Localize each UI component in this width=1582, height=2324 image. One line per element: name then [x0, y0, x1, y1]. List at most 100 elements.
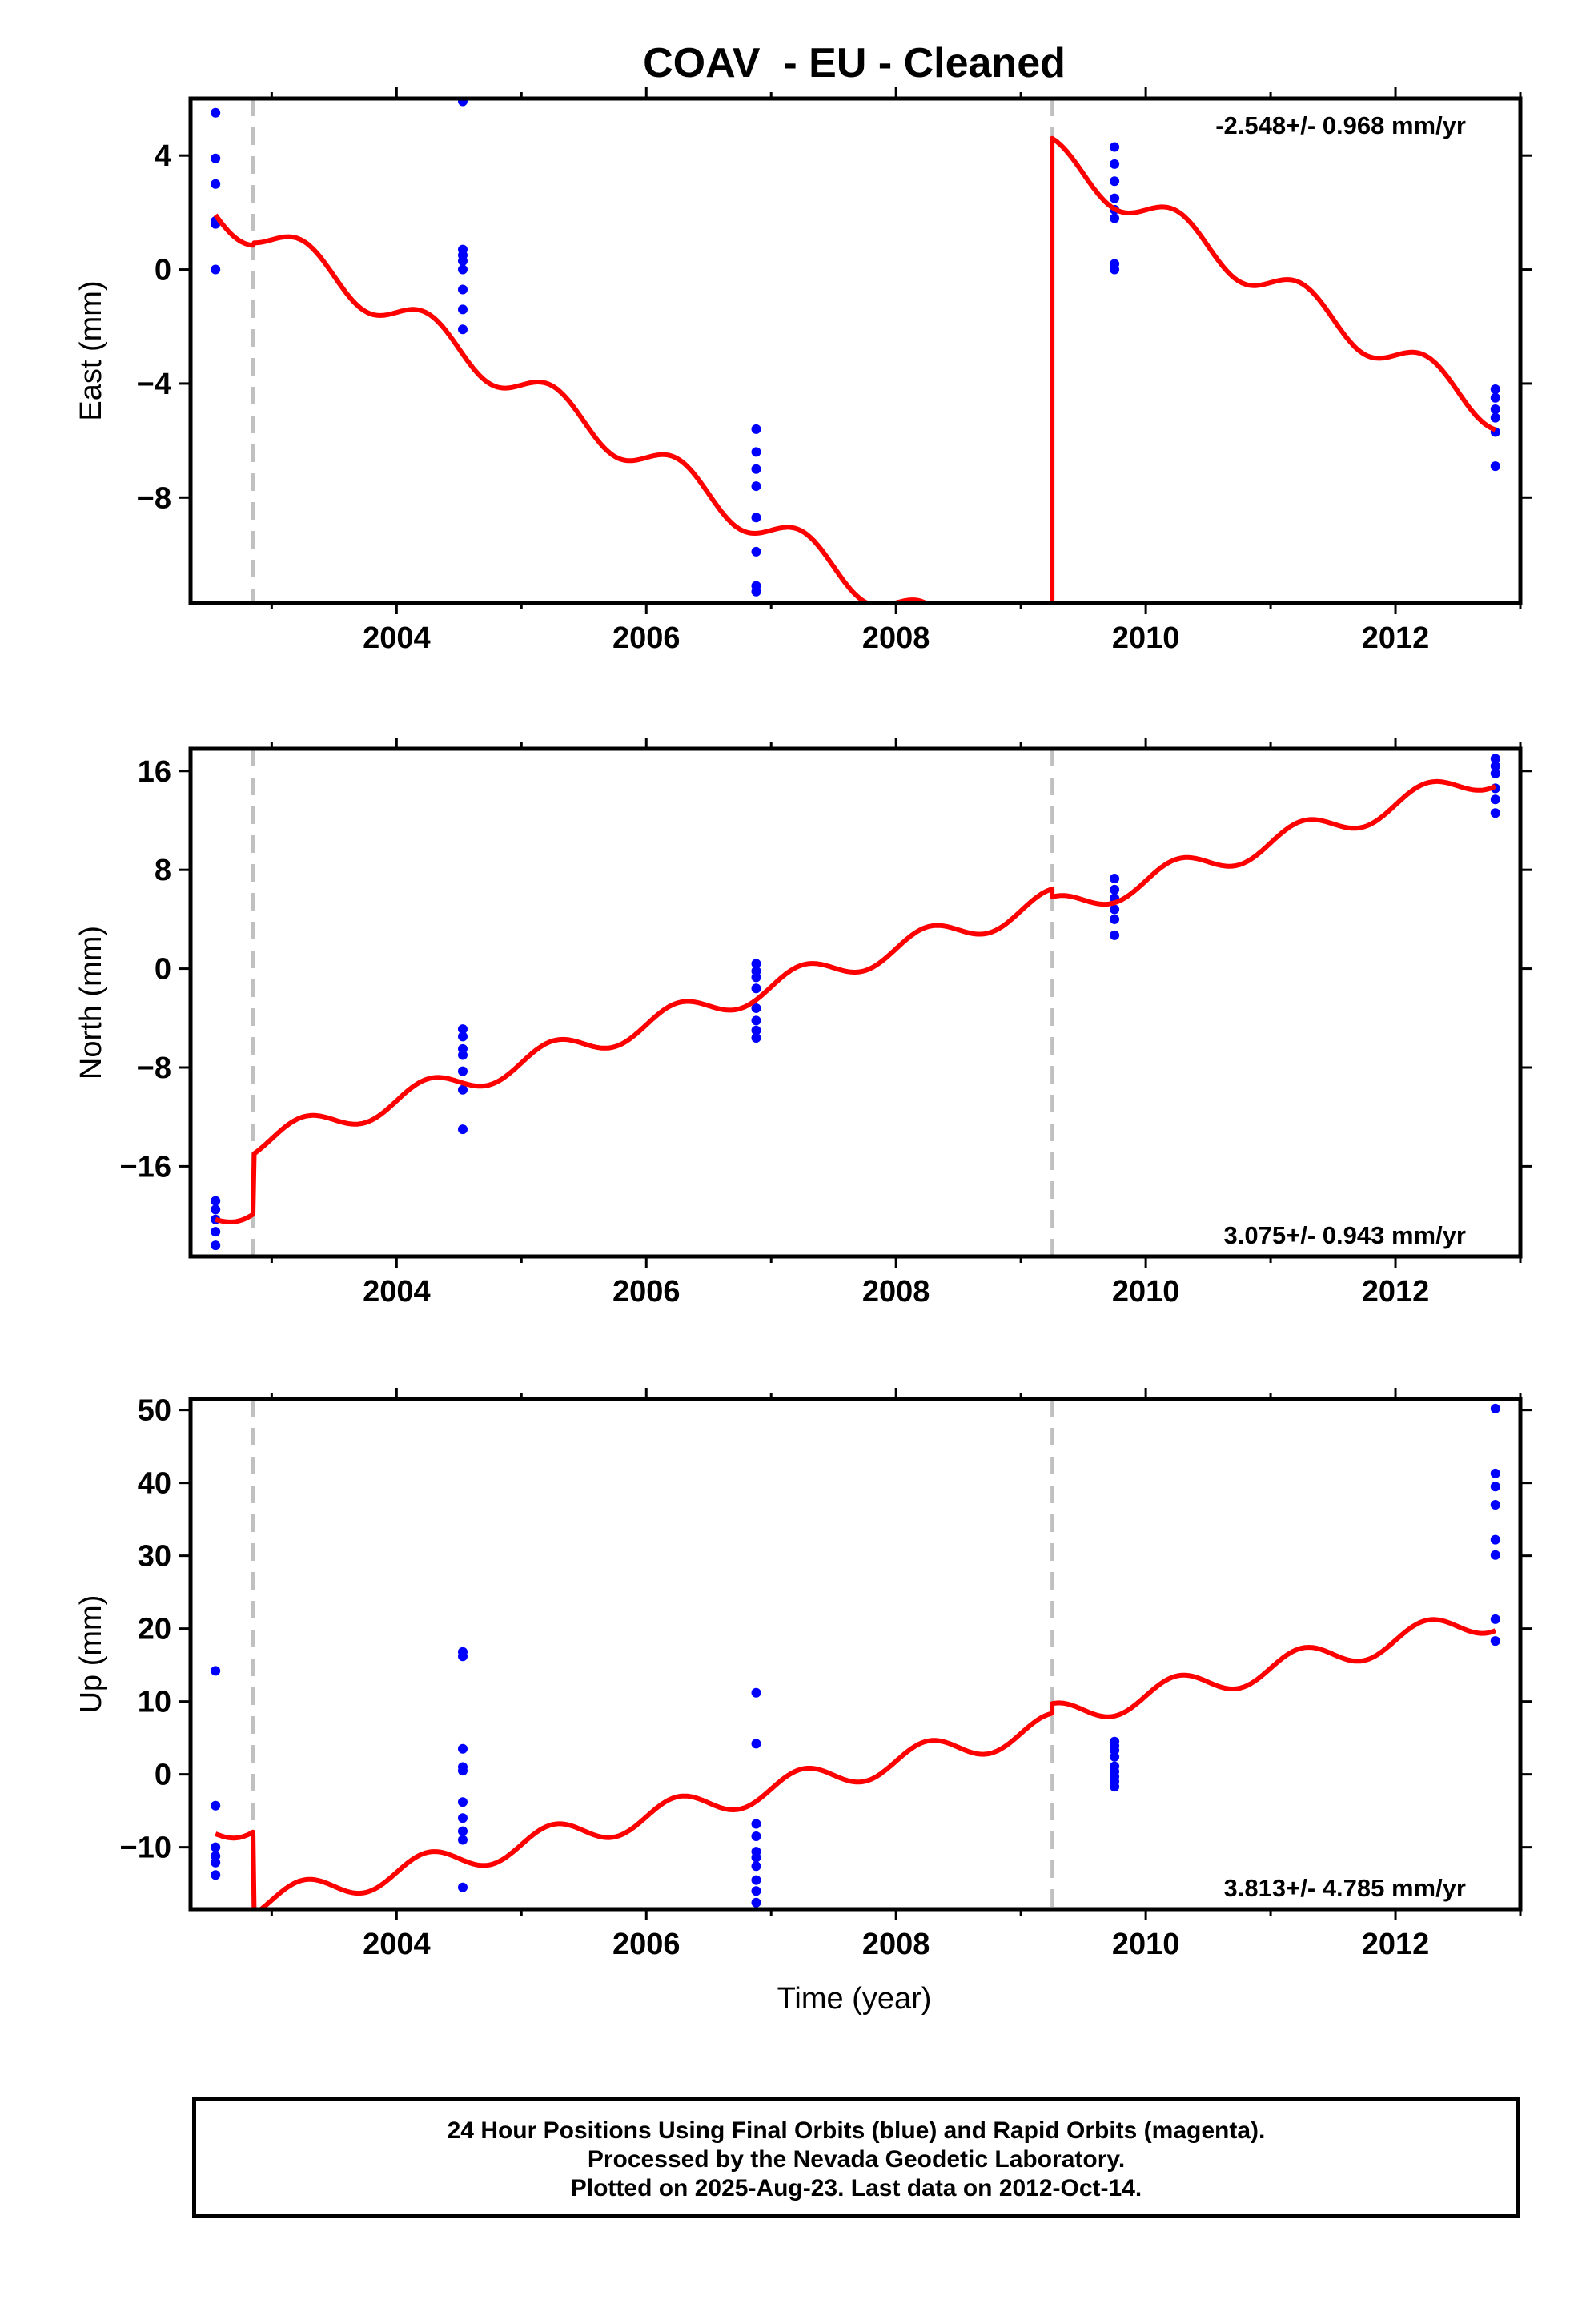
y-tick-label: 16: [138, 755, 171, 789]
data-points: [211, 754, 1500, 1251]
data-point: [1490, 761, 1500, 771]
y-axis-label: Up (mm): [74, 1595, 108, 1714]
y-tick-label: 40: [138, 1467, 171, 1501]
data-point: [751, 1886, 761, 1896]
data-point: [751, 513, 761, 523]
x-tick-label: 2010: [1112, 1928, 1180, 1961]
data-point: [1490, 1499, 1500, 1510]
panel-east: 2004 2006 2008 2010 2012 4 0 −4 −8 East (mm) -2.54…: [74, 87, 1532, 655]
data-point: [1110, 193, 1120, 203]
data-point: [751, 1861, 761, 1872]
data-point: [211, 153, 221, 163]
data-point: [751, 1025, 761, 1035]
data-point: [457, 1031, 468, 1042]
data-point: [1110, 159, 1120, 169]
y-axis-label: East (mm): [74, 280, 108, 420]
data-point: [1110, 142, 1120, 152]
data-point: [751, 1875, 761, 1885]
data-point: [751, 1831, 761, 1841]
caption-line-2: Processed by the Nevada Geodetic Laborat…: [587, 2146, 1126, 2173]
data-point: [457, 1066, 468, 1076]
data-point: [1490, 794, 1500, 805]
data-point: [211, 1857, 221, 1868]
y-tick-label: −10: [120, 1831, 171, 1865]
y-tick-label: 4: [155, 139, 171, 173]
y-tick-label: 30: [138, 1540, 171, 1574]
data-point: [1490, 1482, 1500, 1492]
x-tick-label: 2004: [363, 1275, 431, 1309]
data-point: [457, 284, 468, 295]
y-tick-label: −16: [120, 1150, 171, 1184]
data-point: [211, 1800, 221, 1811]
data-point: [211, 264, 221, 275]
x-tick-label: 2006: [612, 621, 681, 655]
data-point: [1490, 1614, 1500, 1624]
y-tick-label: −8: [137, 481, 171, 515]
data-point: [1110, 884, 1120, 895]
data-point: [1110, 264, 1120, 275]
data-point: [1110, 176, 1120, 187]
data-point: [1110, 930, 1120, 940]
x-tick-label: 2004: [363, 621, 431, 655]
data-point: [751, 983, 761, 994]
data-point: [1110, 914, 1120, 924]
data-point: [457, 1050, 468, 1060]
data-point: [211, 1227, 221, 1237]
data-point: [1490, 404, 1500, 414]
data-point: [1110, 904, 1120, 915]
data-point: [1490, 808, 1500, 818]
y-axis-label: North (mm): [74, 926, 108, 1080]
data-point: [751, 1003, 761, 1013]
y-tick-label: 0: [155, 1759, 171, 1792]
data-point: [751, 464, 761, 474]
data-point: [211, 1870, 221, 1880]
y-tick-label: 50: [138, 1394, 171, 1428]
data-point: [457, 1797, 468, 1807]
data-point: [751, 972, 761, 983]
data-point: [457, 1084, 468, 1095]
data-point: [1110, 873, 1120, 883]
data-point: [211, 107, 221, 118]
data-point: [457, 324, 468, 335]
data-point: [1490, 384, 1500, 395]
data-point: [751, 447, 761, 457]
data-point: [1490, 1550, 1500, 1560]
x-tick-label: 2010: [1112, 621, 1180, 655]
caption-line-1: 24 Hour Positions Using Final Orbits (bl…: [447, 2117, 1266, 2144]
y-tick-label: 20: [138, 1613, 171, 1647]
panel-north: 2004 2006 2008 2010 2012 16 8 0 −8 −16 North (mm) 3…: [74, 738, 1532, 1309]
data-point: [211, 179, 221, 189]
plot-frame: [188, 746, 1523, 1259]
plot-frame: [188, 1397, 1523, 1912]
y-tick-label: −8: [137, 1051, 171, 1085]
data-point: [1110, 1751, 1120, 1762]
plot-frame: [188, 96, 1523, 605]
data-point: [1490, 461, 1500, 472]
x-tick-label: 2012: [1362, 1275, 1430, 1309]
rate-label: -2.548+/- 0.968 mm/yr: [1215, 111, 1466, 139]
x-tick-label: 2006: [612, 1275, 681, 1309]
model-curve: [214, 778, 1497, 1224]
data-point: [457, 1813, 468, 1823]
data-point: [211, 1666, 221, 1676]
data-point: [751, 546, 761, 557]
data-point: [1490, 1636, 1500, 1647]
data-point: [751, 1687, 761, 1698]
data-point: [751, 1897, 761, 1908]
y-tick-label: 0: [155, 254, 171, 287]
data-point: [751, 1739, 761, 1749]
x-tick-label: 2012: [1362, 1928, 1430, 1961]
data-point: [457, 1024, 468, 1035]
model-curve: [214, 1617, 1497, 1909]
data-point: [457, 1766, 468, 1776]
model-curve: [213, 135, 1497, 603]
y-tick-label: 8: [155, 854, 171, 887]
x-tick-label: 2008: [862, 621, 930, 655]
data-point: [1490, 412, 1500, 423]
data-points: [211, 1403, 1500, 1908]
data-point: [1490, 1403, 1500, 1413]
data-point: [457, 1124, 468, 1135]
data-point: [211, 1204, 221, 1215]
